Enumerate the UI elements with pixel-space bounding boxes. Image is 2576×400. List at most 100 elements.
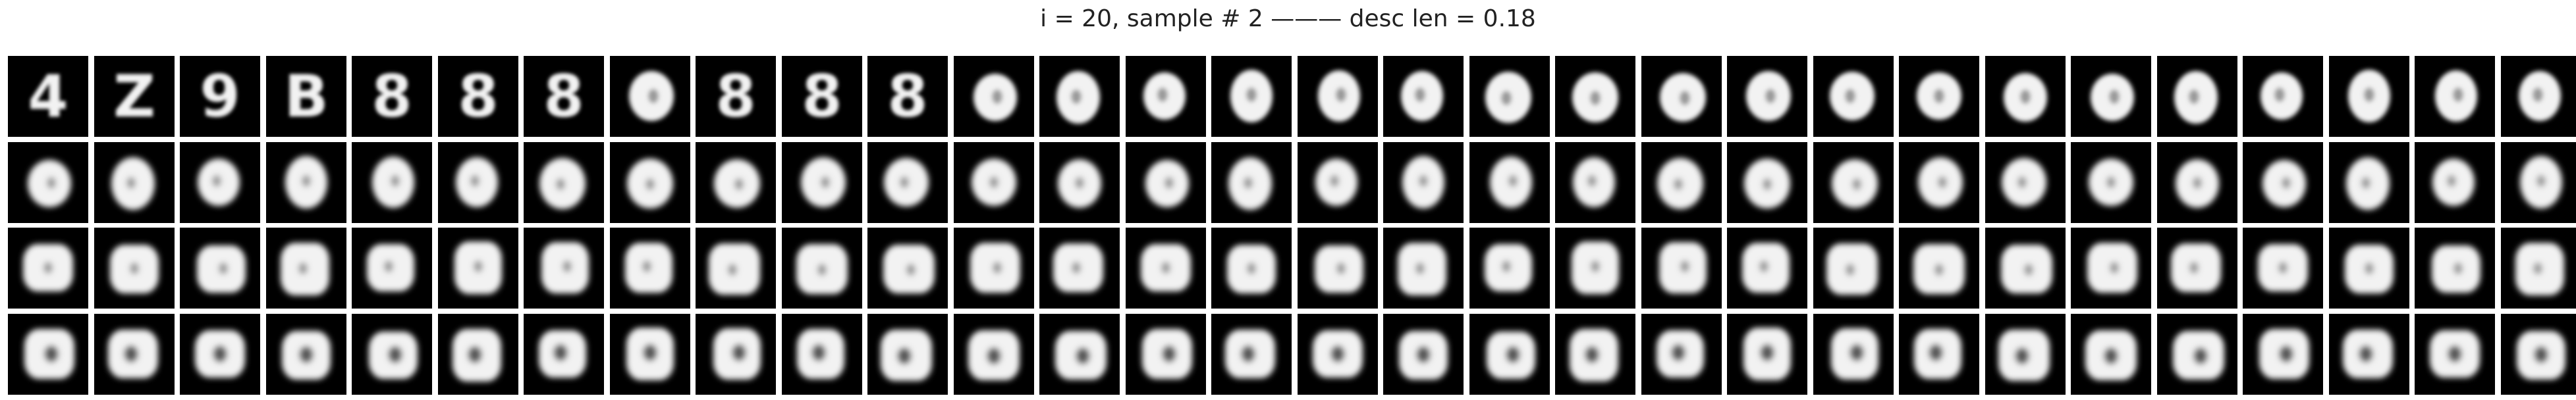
- digit-image: [2089, 159, 2133, 206]
- sample-tile-r1-c11: 8: [867, 56, 948, 137]
- digit-image: [629, 71, 674, 121]
- digit-image: [1485, 72, 1531, 123]
- digit-image: [1230, 70, 1273, 122]
- digit-image: [1399, 331, 1448, 380]
- digit-image: [2171, 243, 2221, 292]
- digit-image: [1573, 157, 1615, 207]
- digit-image: [2432, 159, 2475, 206]
- digit-image: [2087, 243, 2137, 293]
- digit-image: [1485, 244, 1532, 291]
- sample-tile-r4-c30: [2501, 314, 2576, 395]
- digit-image: 8: [458, 63, 498, 130]
- digit-image: [2173, 331, 2224, 380]
- sample-tile-r1-c20: [1641, 56, 1722, 137]
- digit-image: [23, 244, 73, 291]
- sample-tile-r3-c30: [2501, 228, 2576, 309]
- digit-image: [713, 328, 761, 380]
- sample-tile-r2-c10: [782, 142, 862, 223]
- digit-image: [1058, 159, 1101, 208]
- sample-tile-r4-c23: [1899, 314, 1979, 395]
- sample-tile-r4-c1: [8, 314, 88, 395]
- sample-tile-r4-c5: [352, 314, 432, 395]
- sample-tile-r2-c12: [954, 142, 1034, 223]
- sample-tile-r3-c23: [1899, 228, 1979, 309]
- sample-tile-r3-c6: [438, 228, 518, 309]
- sample-tile-r3-c27: [2243, 228, 2323, 309]
- sample-tile-r3-c1: [8, 228, 88, 309]
- digit-image: [1487, 332, 1535, 379]
- sample-tile-r2-c5: [352, 142, 432, 223]
- digit-image: [1913, 244, 1965, 294]
- sample-tile-r3-c24: [1985, 228, 2066, 309]
- digit-image: [108, 330, 158, 378]
- digit-image: [2002, 158, 2046, 207]
- digit-image: [198, 159, 240, 206]
- digit-image: [972, 159, 1016, 206]
- digit-image: [456, 157, 498, 207]
- digit-image: [1572, 241, 1619, 294]
- digit-image: [195, 330, 245, 378]
- digit-image: [2001, 245, 2052, 293]
- digit-image: [2176, 159, 2219, 208]
- digit-image: [973, 74, 1017, 121]
- sample-tile-r2-c29: [2415, 142, 2495, 223]
- sample-tile-r2-c18: [1469, 142, 1550, 223]
- svg-text:8: 8: [802, 63, 842, 130]
- sample-tile-r3-c7: [524, 228, 604, 309]
- sample-tile-r1-c3: 9: [180, 56, 260, 137]
- sample-tile-r3-c26: [2157, 228, 2237, 309]
- sample-tile-r3-c13: [1039, 228, 1120, 309]
- sample-tile-r2-c9: [696, 142, 776, 223]
- digit-image: [539, 158, 586, 209]
- digit-image: [1657, 158, 1703, 209]
- digit-image: [2262, 160, 2306, 207]
- svg-text:4: 4: [28, 63, 68, 130]
- sample-tile-r3-c10: [782, 228, 862, 309]
- digit-image: [1660, 73, 1706, 122]
- sample-tile-r2-c30: [2501, 142, 2576, 223]
- digit-image: 4: [28, 63, 68, 130]
- digit-image: [1570, 329, 1618, 382]
- digit-image: 8: [887, 63, 927, 130]
- sample-tile-r4-c8: [610, 314, 690, 395]
- digit-image: [2435, 70, 2477, 122]
- digit-image: [1141, 244, 1191, 291]
- digit-image: [454, 241, 502, 294]
- sample-tile-r2-c17: [1383, 142, 1464, 223]
- sample-tile-r4-c15: [1211, 314, 1292, 395]
- sample-tile-r4-c7: [524, 314, 604, 395]
- sample-tile-r2-c4: [266, 142, 346, 223]
- digit-image: [2004, 73, 2047, 122]
- digit-image: 8: [543, 63, 584, 130]
- sample-tile-r3-c28: [2329, 228, 2409, 309]
- digit-image: [1398, 243, 1446, 295]
- digit-image: [2432, 245, 2480, 293]
- sample-tile-r3-c8: [610, 228, 690, 309]
- sample-tile-r2-c15: [1211, 142, 1292, 223]
- sample-tile-r2-c23: [1899, 142, 1979, 223]
- sample-tile-r4-c12: [954, 314, 1034, 395]
- digit-image: [714, 159, 760, 208]
- sample-tile-r4-c18: [1469, 314, 1550, 395]
- digit-image: [883, 245, 935, 293]
- digit-image: [970, 243, 1020, 293]
- sample-tile-r1-c16: [1298, 56, 1378, 137]
- digit-image: [1318, 70, 1360, 122]
- sample-tile-r4-c28: [2329, 314, 2409, 395]
- digit-image: [1831, 328, 1878, 380]
- digit-image: [709, 243, 760, 295]
- sample-tile-r1-c1: 4: [8, 56, 88, 137]
- digit-image: [1918, 157, 1963, 207]
- digit-image: [1826, 243, 1878, 295]
- sample-tile-r2-c20: [1641, 142, 1722, 223]
- digit-image: [1998, 330, 2050, 381]
- sample-tile-r1-c10: 8: [782, 56, 862, 137]
- sample-tile-r2-c26: [2157, 142, 2237, 223]
- sample-tile-r1-c28: [2329, 56, 2409, 137]
- digit-image: [2258, 244, 2308, 291]
- digit-image: [372, 157, 414, 208]
- sample-tile-r2-c21: [1727, 142, 1807, 223]
- sample-tile-r3-c20: [1641, 228, 1722, 309]
- digit-image: [2520, 156, 2562, 209]
- sample-tile-r2-c7: [524, 142, 604, 223]
